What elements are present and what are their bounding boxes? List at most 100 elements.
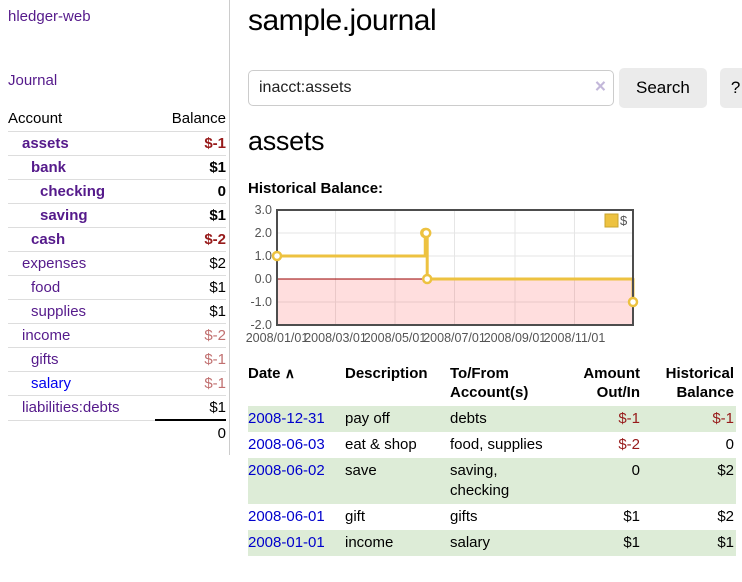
register-balance: $2 <box>717 508 734 525</box>
account-row: food $1 <box>8 275 226 300</box>
register-accounts: debts <box>450 410 487 427</box>
svg-text:-2.0: -2.0 <box>250 318 272 332</box>
svg-text:2008/05/01: 2008/05/01 <box>364 331 427 345</box>
register-row: 2008-06-03 eat & shop food, supplies $-2… <box>248 432 736 458</box>
account-balance: $1 <box>154 203 226 228</box>
register-header-date[interactable]: Date ∧ <box>248 365 295 382</box>
register-header-accounts: To/From Account(s) <box>450 365 529 401</box>
svg-text:$: $ <box>620 213 628 228</box>
account-link[interactable]: salary <box>31 375 72 392</box>
register-accounts: salary <box>450 534 491 551</box>
register-description: eat & shop <box>345 436 417 453</box>
register-row: 2008-06-01 gift gifts $1 $2 <box>248 504 736 530</box>
register-description: income <box>345 534 394 551</box>
chart-title: Historical Balance: <box>248 180 384 197</box>
sort-ascending-icon: ∧ <box>284 365 295 381</box>
account-row: income $-2 <box>8 323 226 348</box>
register-header-amount: Amount Out/In <box>583 365 640 401</box>
account-row: assets $-1 <box>8 131 226 156</box>
svg-text:1.0: 1.0 <box>255 249 272 263</box>
search-button[interactable]: Search <box>619 68 707 108</box>
search-input[interactable] <box>248 70 614 106</box>
help-button[interactable]: ? <box>719 68 742 108</box>
register-date-link[interactable]: 2008-06-01 <box>248 508 325 525</box>
account-balance: $-1 <box>154 347 226 372</box>
register-date-link[interactable]: 2008-12-31 <box>248 410 325 427</box>
page-title: sample.journal <box>248 4 437 37</box>
register-balance: 0 <box>725 436 734 453</box>
app-title-link[interactable]: hledger-web <box>8 8 91 25</box>
account-link[interactable]: supplies <box>31 303 87 320</box>
svg-text:2.0: 2.0 <box>255 226 272 240</box>
register-row: 2008-12-31 pay off debts $-1 $-1 <box>248 406 736 432</box>
account-row: bank $1 <box>8 155 226 180</box>
sidebar-item-journal[interactable]: Journal <box>8 72 58 89</box>
account-row: expenses $2 <box>8 251 226 276</box>
account-balance: $-2 <box>154 323 226 348</box>
account-link[interactable]: cash <box>31 231 66 248</box>
register-balance: $1 <box>717 534 734 551</box>
register-amount: $1 <box>623 508 640 525</box>
register-header-description: Description <box>345 365 428 382</box>
register-description: pay off <box>345 410 390 427</box>
historical-balance-chart[interactable]: $3.0 2.0 1.0 0.0 -1.0 -2.02008/01/012008/03/0… <box>246 203 648 349</box>
svg-text:2008/09/01: 2008/09/01 <box>484 331 547 345</box>
account-row: liabilities:debts $1 <box>8 395 226 421</box>
account-link[interactable]: expenses <box>22 255 87 272</box>
account-row: supplies $1 <box>8 299 226 324</box>
account-row: checking 0 <box>8 179 226 204</box>
account-link[interactable]: checking <box>40 183 106 200</box>
accounts-header-balance: Balance <box>154 108 226 132</box>
register-description: save <box>345 462 377 479</box>
svg-text:2008/11/01: 2008/11/01 <box>544 331 606 345</box>
account-balance: $-1 <box>154 131 226 156</box>
account-link[interactable]: saving <box>40 207 88 224</box>
account-balance: $-1 <box>154 371 226 396</box>
account-row: gifts $-1 <box>8 347 226 372</box>
svg-text:2008/03/01: 2008/03/01 <box>304 331 367 345</box>
account-balance: $-2 <box>154 227 226 252</box>
register-accounts: food, supplies <box>450 436 543 453</box>
register-row: 2008-06-02 save saving, checking 0 $2 <box>248 458 736 504</box>
register-amount: $-1 <box>618 410 640 427</box>
register-amount: $1 <box>623 534 640 551</box>
account-link[interactable]: assets <box>22 135 69 152</box>
account-row: saving $1 <box>8 203 226 228</box>
accounts-table: Account Balance assets $-1 bank $1 check… <box>8 108 226 445</box>
svg-text:2008/07/01: 2008/07/01 <box>423 331 486 345</box>
sidebar: hledger-web Journal Account Balance asse… <box>0 0 230 455</box>
account-balance: $1 <box>154 395 226 421</box>
svg-text:3.0: 3.0 <box>255 203 272 217</box>
account-link[interactable]: liabilities:debts <box>22 399 120 417</box>
account-link[interactable]: gifts <box>31 351 59 368</box>
account-balance: 0 <box>154 179 226 204</box>
register-accounts: saving, checking <box>450 462 510 499</box>
accounts-total-balance: 0 <box>154 419 226 445</box>
register-date-link[interactable]: 2008-01-01 <box>248 534 325 551</box>
register-balance: $-1 <box>712 410 734 427</box>
account-link[interactable]: income <box>22 327 71 344</box>
svg-text:2008/01/01: 2008/01/01 <box>246 331 309 345</box>
register-description: gift <box>345 508 366 525</box>
account-link[interactable]: food <box>31 279 61 296</box>
register-amount: $-2 <box>618 436 640 453</box>
register-date-link[interactable]: 2008-06-02 <box>248 462 325 479</box>
accounts-total-row: 0 <box>8 419 226 445</box>
clear-search-icon[interactable]: × <box>594 76 606 98</box>
account-balance: $1 <box>154 275 226 300</box>
account-balance: $1 <box>154 155 226 180</box>
register-date-link[interactable]: 2008-06-03 <box>248 436 325 453</box>
register-amount: 0 <box>631 462 640 479</box>
account-heading: assets <box>248 126 325 156</box>
account-balance: $1 <box>154 299 226 324</box>
register-accounts: gifts <box>450 508 478 525</box>
register-row: 2008-01-01 income salary $1 $1 <box>248 530 736 556</box>
account-balance: $2 <box>154 251 226 276</box>
search-bar: × Search ? <box>248 68 742 108</box>
svg-text:-1.0: -1.0 <box>250 295 272 309</box>
register-header-balance: Historical Balance <box>665 365 734 401</box>
svg-text:0.0: 0.0 <box>255 272 272 286</box>
accounts-header-account: Account <box>8 108 155 132</box>
register-balance: $2 <box>717 462 734 479</box>
account-link[interactable]: bank <box>31 159 67 176</box>
